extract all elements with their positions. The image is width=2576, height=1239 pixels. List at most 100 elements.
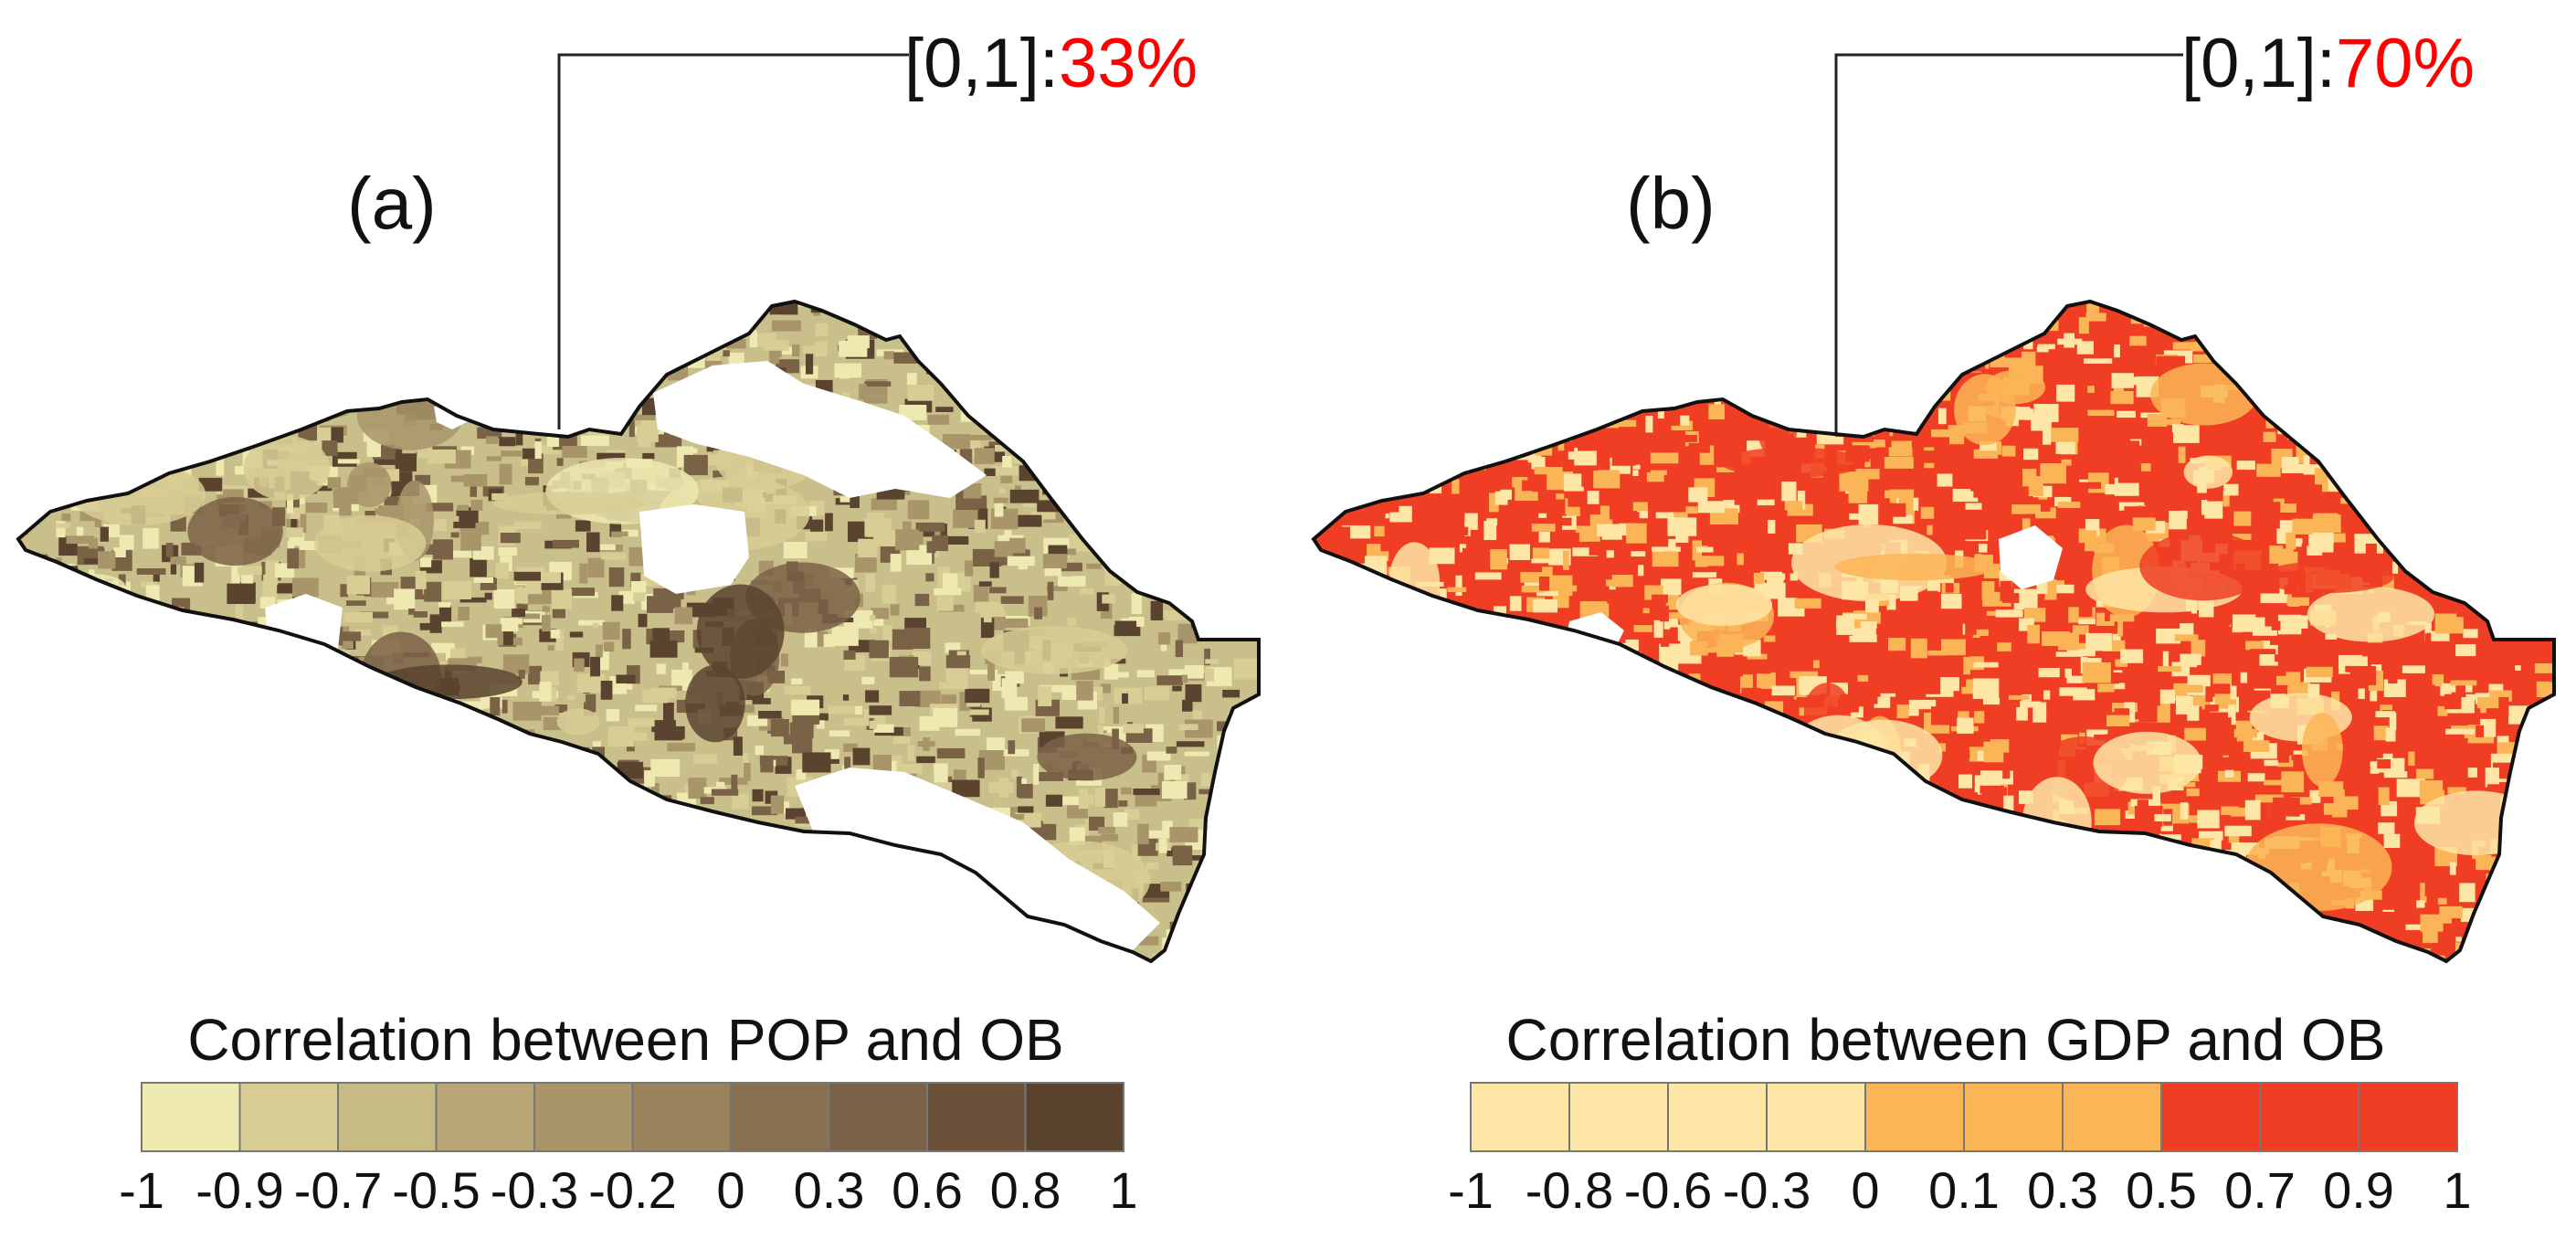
map-patch bbox=[1867, 895, 1874, 915]
map-patch bbox=[1621, 309, 1647, 327]
map-patch bbox=[2388, 678, 2398, 683]
map-patch bbox=[2546, 598, 2554, 607]
map-patch bbox=[450, 762, 476, 783]
map-patch bbox=[1496, 648, 1519, 659]
map-patch bbox=[595, 359, 607, 372]
map-patch bbox=[167, 434, 185, 446]
map-patch bbox=[78, 402, 90, 409]
map-patch bbox=[1077, 433, 1099, 445]
map-patch bbox=[2023, 448, 2039, 461]
map-patch bbox=[1473, 382, 1485, 398]
map-patch bbox=[2274, 335, 2300, 345]
map-patch bbox=[220, 853, 245, 869]
map-patch bbox=[1666, 687, 1674, 699]
map-patch bbox=[1095, 447, 1105, 464]
map-patch bbox=[18, 864, 26, 878]
map-patch bbox=[986, 737, 1005, 751]
map-patch bbox=[321, 718, 335, 735]
map-patch bbox=[55, 739, 75, 745]
map-patch bbox=[488, 869, 500, 882]
map-patch bbox=[1314, 437, 1333, 445]
legend-tick-label: 0 bbox=[716, 1161, 744, 1219]
map-patch bbox=[2261, 962, 2283, 976]
map-patch bbox=[2064, 668, 2072, 678]
map-patch bbox=[2006, 936, 2014, 948]
map-patch bbox=[1498, 727, 1519, 744]
map-patch bbox=[1817, 954, 1840, 961]
map-patch bbox=[1406, 302, 1420, 308]
map-patch bbox=[2497, 940, 2516, 958]
map-patch bbox=[852, 747, 871, 766]
map-patch bbox=[1712, 859, 1724, 876]
map-patch bbox=[171, 642, 192, 656]
map-patch bbox=[1668, 938, 1680, 948]
map-patch bbox=[586, 803, 615, 812]
map-patch bbox=[2275, 548, 2294, 555]
map-patch bbox=[1987, 302, 1994, 319]
map-patch bbox=[195, 709, 225, 715]
map-patch bbox=[2243, 941, 2255, 948]
map-patch bbox=[2219, 321, 2229, 333]
map-patch bbox=[1547, 429, 1557, 440]
map-patch bbox=[93, 806, 107, 822]
map-patch bbox=[125, 841, 139, 861]
map-patch bbox=[458, 905, 478, 920]
map-patch bbox=[1916, 332, 1929, 344]
map-patch bbox=[365, 822, 385, 838]
map-patch bbox=[332, 311, 358, 331]
map-patch bbox=[511, 788, 523, 800]
map-patch bbox=[2106, 683, 2126, 690]
map-patch bbox=[306, 831, 329, 840]
map-patch bbox=[1716, 764, 1743, 786]
map-patch bbox=[1223, 371, 1252, 383]
map-patch bbox=[2487, 401, 2504, 416]
map-patch bbox=[1055, 957, 1082, 961]
map-patch bbox=[2460, 302, 2479, 311]
map-patch bbox=[676, 323, 694, 331]
map-patch bbox=[2555, 711, 2576, 728]
map-patch bbox=[542, 302, 555, 311]
map-patch bbox=[1233, 658, 1259, 680]
map-patch bbox=[1842, 958, 1857, 961]
map-patch bbox=[575, 344, 603, 352]
map-patch bbox=[2518, 407, 2536, 425]
map-patch bbox=[19, 778, 42, 795]
map-patch bbox=[1925, 828, 1947, 835]
map-patch bbox=[2510, 362, 2521, 372]
map-patch bbox=[608, 811, 634, 830]
map-patch bbox=[2095, 380, 2105, 400]
map-patch bbox=[429, 927, 449, 945]
map-patch bbox=[194, 672, 202, 682]
map-patch bbox=[673, 309, 687, 323]
map-patch bbox=[1095, 950, 1117, 961]
map-zone bbox=[243, 436, 330, 501]
map-patch bbox=[1398, 339, 1409, 344]
map-patch bbox=[965, 688, 990, 704]
map-patch bbox=[2124, 702, 2136, 723]
map-patch bbox=[603, 817, 628, 824]
map-patch bbox=[1590, 309, 1620, 327]
map-patch bbox=[2012, 321, 2039, 337]
map-patch bbox=[2264, 779, 2285, 786]
map-patch bbox=[501, 302, 526, 311]
map-patch bbox=[479, 302, 503, 307]
map-patch bbox=[535, 852, 563, 861]
map-patch bbox=[2480, 386, 2488, 395]
map-patch bbox=[2087, 409, 2115, 417]
map-patch bbox=[2247, 312, 2266, 330]
map-patch bbox=[1792, 617, 1813, 634]
map-patch bbox=[931, 873, 953, 882]
map-patch bbox=[2025, 963, 2038, 983]
map-patch bbox=[1633, 625, 1652, 632]
map-patch bbox=[1526, 790, 1549, 802]
map-patch bbox=[667, 914, 683, 919]
map-patch bbox=[2345, 665, 2364, 672]
map-patch bbox=[1216, 967, 1243, 988]
map-patch bbox=[1367, 388, 1375, 405]
map-patch bbox=[1114, 454, 1138, 474]
map-patch bbox=[2146, 330, 2165, 336]
map-patch bbox=[2514, 862, 2540, 871]
map-patch bbox=[2160, 934, 2176, 942]
map-patch bbox=[1177, 623, 1198, 644]
map-patch bbox=[355, 630, 371, 636]
